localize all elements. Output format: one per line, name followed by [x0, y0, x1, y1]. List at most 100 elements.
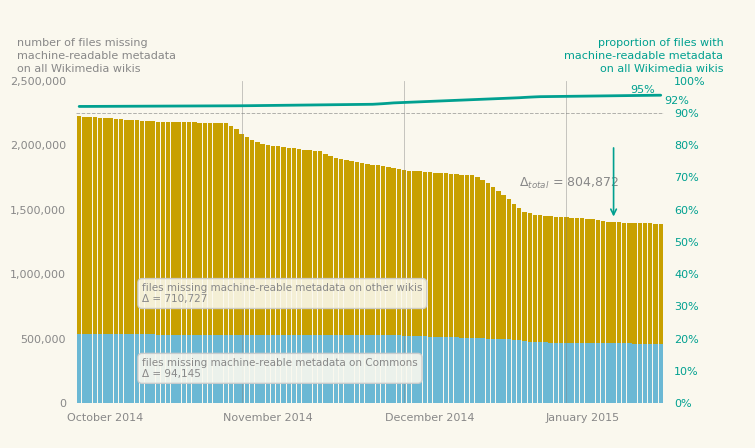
Bar: [286, 148, 291, 335]
Bar: [250, 140, 254, 335]
Bar: [218, 335, 223, 403]
Bar: [171, 122, 176, 335]
Bar: [223, 335, 228, 403]
Bar: [575, 218, 579, 343]
Bar: [528, 213, 532, 341]
Bar: [407, 336, 411, 403]
Bar: [182, 335, 186, 403]
Bar: [444, 173, 448, 337]
Bar: [396, 169, 401, 336]
Bar: [569, 343, 574, 403]
Bar: [234, 335, 239, 403]
Bar: [124, 334, 128, 403]
Bar: [658, 224, 663, 344]
Bar: [444, 337, 448, 403]
Bar: [544, 342, 547, 403]
Bar: [140, 335, 144, 403]
Bar: [328, 335, 333, 403]
Bar: [208, 123, 212, 335]
Bar: [129, 334, 134, 403]
Bar: [166, 122, 171, 335]
Bar: [501, 195, 506, 339]
Bar: [375, 335, 380, 403]
Bar: [517, 340, 522, 403]
Bar: [512, 204, 516, 340]
Bar: [402, 170, 406, 336]
Bar: [428, 336, 433, 403]
Bar: [480, 338, 485, 403]
Bar: [82, 334, 87, 403]
Bar: [381, 166, 385, 335]
Bar: [470, 176, 474, 338]
Bar: [480, 180, 485, 338]
Bar: [344, 335, 349, 403]
Bar: [459, 338, 464, 403]
Bar: [134, 121, 139, 334]
Bar: [161, 122, 165, 335]
Bar: [124, 120, 128, 334]
Bar: [491, 187, 495, 339]
Bar: [617, 343, 621, 403]
Bar: [307, 335, 312, 403]
Bar: [522, 212, 527, 340]
Bar: [266, 335, 270, 403]
Bar: [113, 334, 118, 403]
Bar: [533, 342, 538, 403]
Bar: [344, 160, 349, 335]
Bar: [291, 335, 296, 403]
Bar: [601, 343, 606, 403]
Bar: [109, 334, 112, 403]
Bar: [449, 174, 454, 337]
Bar: [250, 335, 254, 403]
Bar: [455, 337, 458, 403]
Bar: [355, 162, 359, 336]
Bar: [548, 216, 553, 343]
Bar: [260, 335, 265, 403]
Text: 92%: 92%: [664, 96, 689, 106]
Bar: [548, 343, 553, 403]
Bar: [371, 165, 374, 336]
Bar: [423, 336, 427, 403]
Bar: [339, 159, 344, 335]
Bar: [590, 219, 595, 343]
Bar: [580, 218, 584, 343]
Bar: [202, 335, 207, 403]
Bar: [202, 123, 207, 335]
Bar: [606, 343, 611, 403]
Bar: [386, 167, 390, 335]
Bar: [234, 129, 239, 335]
Bar: [98, 118, 103, 334]
Bar: [491, 339, 495, 403]
Bar: [350, 336, 354, 403]
Bar: [538, 215, 542, 342]
Bar: [612, 343, 616, 403]
Bar: [596, 343, 600, 403]
Bar: [334, 335, 338, 403]
Bar: [208, 335, 212, 403]
Bar: [464, 338, 469, 403]
Bar: [229, 126, 233, 335]
Bar: [291, 148, 296, 335]
Bar: [113, 119, 118, 334]
Bar: [239, 134, 244, 335]
Bar: [182, 122, 186, 335]
Bar: [161, 335, 165, 403]
Bar: [339, 335, 344, 403]
Text: number of files missing
machine-readable metadata
on all Wikimedia wikis: number of files missing machine-readable…: [17, 38, 176, 74]
Bar: [282, 335, 285, 403]
Bar: [328, 156, 333, 335]
Bar: [485, 339, 490, 403]
Bar: [271, 146, 276, 335]
Bar: [213, 123, 217, 335]
Bar: [470, 338, 474, 403]
Bar: [627, 344, 631, 403]
Bar: [423, 172, 427, 336]
Bar: [77, 116, 82, 334]
Bar: [198, 335, 202, 403]
Bar: [418, 172, 422, 336]
Bar: [512, 340, 516, 403]
Bar: [412, 336, 417, 403]
Bar: [239, 335, 244, 403]
Bar: [653, 224, 658, 344]
Bar: [475, 177, 479, 338]
